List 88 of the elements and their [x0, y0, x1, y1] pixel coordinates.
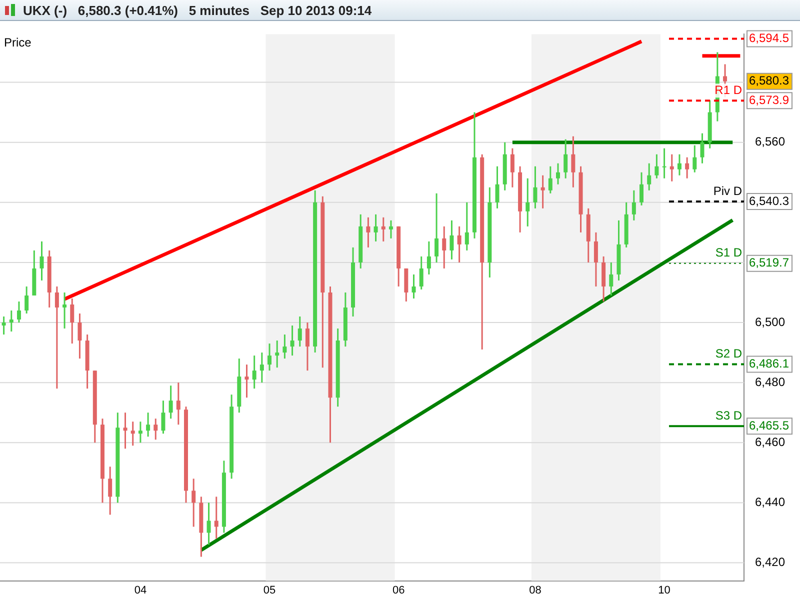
y-tick-label: 6,573.9 [749, 92, 790, 107]
candlestick [594, 232, 598, 288]
candlestick [2, 316, 6, 336]
candlestick [176, 382, 180, 426]
candlestick [457, 226, 462, 264]
candlestick [282, 334, 287, 360]
candlestick [510, 148, 514, 188]
ref-line-label: S1 D [715, 246, 742, 260]
y-tick-label: 6,420 [755, 555, 786, 570]
candlestick [540, 174, 545, 210]
candlestick [154, 418, 158, 440]
x-tick-label: 10 [658, 584, 670, 596]
candlestick [495, 166, 500, 210]
candlestick [426, 240, 431, 276]
candlestick [260, 352, 264, 384]
y-tick-label: 6,486.1 [749, 356, 790, 371]
candlestick [146, 412, 150, 438]
y-tick-label: 6,519.7 [749, 256, 790, 270]
candlestick [366, 216, 370, 248]
candlestick [381, 216, 386, 242]
candlestick [464, 202, 469, 252]
candlestick [632, 190, 636, 222]
candlestick [412, 274, 416, 300]
candlestick [244, 364, 249, 398]
candlestick [305, 322, 310, 372]
candlestick [130, 420, 135, 446]
candlestick [556, 162, 560, 186]
candlestick [662, 148, 666, 180]
y-tick-label: 6,460 [755, 434, 786, 449]
candlestick [54, 286, 59, 390]
candlestick [533, 166, 538, 210]
ref-line-label: S2 D [715, 346, 742, 361]
y-tick-label: 6,540.3 [749, 194, 790, 208]
candlestick [123, 412, 128, 450]
candlestick [161, 400, 166, 434]
candlestick [700, 132, 704, 164]
chart-title: UKX (-) 6,580.3 (+0.41%) 5 minutes Sep 10 2013 09:14 [23, 2, 372, 18]
candlestick [388, 220, 393, 240]
candlestick [677, 154, 682, 176]
candlestick [374, 214, 378, 242]
candlestick [526, 178, 530, 228]
candlestick [62, 292, 67, 330]
candlestick [640, 172, 644, 206]
x-tick-label: 06 [392, 584, 405, 596]
candlestick [252, 354, 256, 390]
candlestick [548, 166, 552, 194]
candlestick [214, 496, 218, 540]
candlestick [9, 310, 14, 332]
candlestick [78, 312, 82, 360]
candlestick [609, 262, 614, 296]
ref-line-label: R1 D [714, 82, 742, 97]
candlestick [450, 220, 454, 260]
candlestick [419, 256, 424, 290]
candlestick [670, 154, 674, 182]
candlestick [275, 340, 280, 368]
candlestick [298, 316, 302, 348]
candlestick [434, 192, 439, 264]
candlestick [168, 384, 173, 420]
candlestick [290, 324, 294, 356]
candlestick [206, 502, 211, 546]
candlestick [571, 136, 576, 188]
candlestick [654, 154, 659, 180]
ref-line-label: Piv D [713, 184, 742, 198]
candlestick [564, 138, 568, 180]
candlestick [24, 286, 29, 314]
candlestick [108, 466, 112, 516]
x-tick-label: 05 [263, 584, 276, 596]
ref-line-label: S3 D [715, 408, 742, 422]
candlestick [268, 342, 272, 372]
x-tick-label: 08 [529, 584, 542, 596]
candlestick [692, 144, 697, 174]
y-tick-label: 6,594.5 [749, 31, 790, 46]
candlestick [647, 162, 652, 192]
y-tick-label: 6,480 [755, 374, 786, 389]
candlestick [70, 298, 74, 344]
candlestick [138, 420, 142, 444]
candlestick [40, 240, 44, 282]
y-tick-label: 6,500 [755, 314, 786, 329]
y-tick-label: 6,560 [755, 134, 786, 149]
x-tick-label: 04 [134, 584, 147, 596]
candlestick [16, 300, 21, 324]
candlestick [685, 156, 690, 180]
y-tick-label: 6,440 [755, 495, 786, 510]
y-tick-label: 6,465.5 [749, 418, 790, 432]
candlestick [192, 478, 196, 528]
y-tick-label: 6,580.3 [749, 74, 790, 88]
y-axis-title: Price [4, 36, 32, 50]
candlestick [442, 226, 446, 270]
